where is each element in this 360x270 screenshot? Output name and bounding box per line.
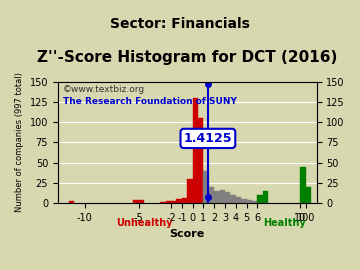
Bar	[225, 192, 230, 203]
Bar	[306, 187, 311, 203]
Bar	[301, 167, 306, 203]
Bar	[69, 201, 74, 203]
Bar	[209, 187, 214, 203]
Bar	[176, 199, 182, 203]
Bar	[236, 197, 241, 203]
Bar	[220, 190, 225, 203]
Bar	[214, 191, 220, 203]
Text: Healthy: Healthy	[263, 218, 306, 228]
Bar	[182, 198, 187, 203]
Text: The Research Foundation of SUNY: The Research Foundation of SUNY	[63, 97, 237, 106]
Bar	[133, 200, 139, 203]
Bar	[203, 171, 209, 203]
Bar	[230, 195, 236, 203]
Bar	[241, 199, 247, 203]
Bar	[166, 201, 171, 203]
Bar	[187, 179, 193, 203]
Bar	[171, 201, 176, 203]
Bar	[252, 201, 257, 203]
Bar	[257, 195, 263, 203]
Bar	[193, 98, 198, 203]
Text: 1.4125: 1.4125	[184, 132, 232, 145]
Text: ©www.textbiz.org: ©www.textbiz.org	[63, 85, 145, 94]
Bar	[263, 191, 268, 203]
X-axis label: Score: Score	[170, 229, 205, 239]
Bar	[247, 200, 252, 203]
Title: Z''-Score Histogram for DCT (2016): Z''-Score Histogram for DCT (2016)	[37, 50, 337, 65]
Bar	[198, 118, 203, 203]
Y-axis label: Number of companies (997 total): Number of companies (997 total)	[15, 73, 24, 212]
Text: Sector: Financials: Sector: Financials	[110, 17, 250, 31]
Text: Unhealthy: Unhealthy	[116, 218, 172, 228]
Bar	[139, 200, 144, 203]
Bar	[160, 202, 166, 203]
